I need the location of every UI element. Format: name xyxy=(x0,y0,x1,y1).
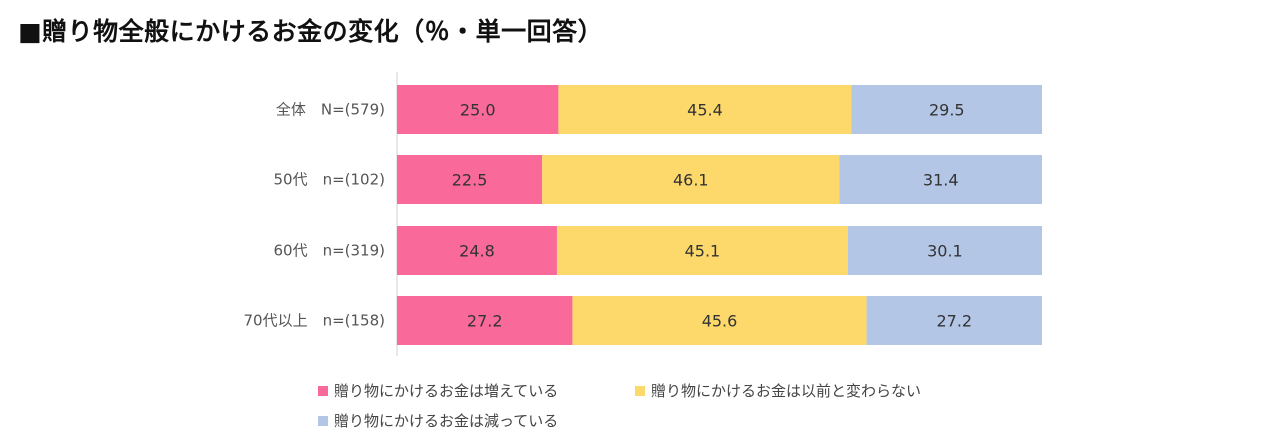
bar-segment xyxy=(558,85,852,134)
chart-title: ■贈り物全般にかけるお金の変化（％・単一回答） xyxy=(18,17,604,46)
data-label: 45.6 xyxy=(702,312,738,331)
bar-segment xyxy=(397,155,543,204)
legend-label-increase: 贈り物にかけるお金は増えている xyxy=(334,382,559,400)
bar-segment xyxy=(866,296,1042,345)
data-label: 22.5 xyxy=(452,171,488,190)
data-label: 31.4 xyxy=(923,171,959,190)
bar-segment xyxy=(556,226,848,275)
bar-segment xyxy=(847,226,1042,275)
data-label: 24.8 xyxy=(459,242,495,261)
bar-segment xyxy=(397,226,557,275)
category-label: 全体 N=(579) xyxy=(276,101,385,119)
data-label: 30.1 xyxy=(927,242,963,261)
data-label: 45.4 xyxy=(687,101,723,120)
data-label: 27.2 xyxy=(936,312,972,331)
data-label: 27.2 xyxy=(467,312,503,331)
bar-segment xyxy=(397,296,573,345)
legend-item-increase: 贈り物にかけるお金は増えている xyxy=(318,380,558,401)
category-label: 50代 n=(102) xyxy=(274,171,386,189)
category-label: 60代 n=(319) xyxy=(274,242,386,260)
category-label: 70代以上 n=(158) xyxy=(244,312,386,330)
bar-segment xyxy=(542,155,840,204)
legend-item-unchanged: 贈り物にかけるお金は以前と変わらない xyxy=(635,380,921,401)
legend-label-unchanged: 贈り物にかけるお金は以前と変わらない xyxy=(651,382,922,400)
bar-segment xyxy=(839,155,1042,204)
data-label: 25.0 xyxy=(460,101,496,120)
bar-segment xyxy=(851,85,1042,134)
legend-swatch-increase xyxy=(318,386,328,396)
data-label: 46.1 xyxy=(673,171,709,190)
legend-swatch-decrease xyxy=(318,416,328,426)
legend-label-decrease: 贈り物にかけるお金は減っている xyxy=(334,412,559,430)
bar-segment xyxy=(397,85,559,134)
data-label: 45.1 xyxy=(685,242,721,261)
legend-item-decrease: 贈り物にかけるお金は減っている xyxy=(318,410,558,431)
data-label: 29.5 xyxy=(929,101,965,120)
bar-segment xyxy=(572,296,867,345)
legend-swatch-unchanged xyxy=(635,386,645,396)
